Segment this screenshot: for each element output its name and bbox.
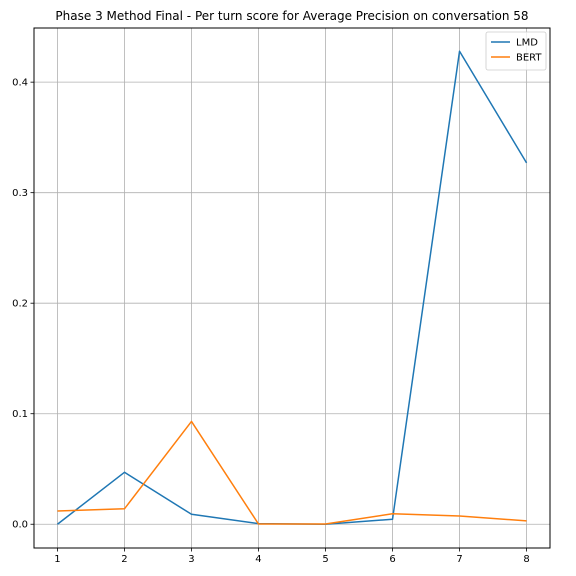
y-tick-label: 0.4 <box>12 78 28 89</box>
series-line-lmd <box>56 50 528 525</box>
x-tick-label: 2 <box>121 554 127 565</box>
legend-label: BERT <box>516 53 542 64</box>
y-tick-label: 0.2 <box>12 299 28 310</box>
chart-title: Phase 3 Method Final - Per turn score fo… <box>55 9 528 23</box>
x-tick-label: 7 <box>456 554 462 565</box>
x-tick-label: 1 <box>54 554 60 565</box>
x-axis-ticks: 1 2 3 4 5 6 7 8 <box>54 548 530 565</box>
y-axis-ticks: 0.0 0.1 0.2 0.3 0.4 <box>12 78 34 531</box>
y-tick-label: 0.3 <box>12 188 28 199</box>
x-tick-label: 8 <box>523 554 529 565</box>
legend-label: LMD <box>516 38 538 49</box>
x-tick-label: 3 <box>188 554 194 565</box>
y-tick-label: 0.1 <box>12 409 28 420</box>
plot-frame <box>33 27 551 549</box>
x-tick-label: 6 <box>389 554 395 565</box>
legend: LMD BERT <box>485 31 547 71</box>
x-tick-label: 4 <box>255 554 261 565</box>
series-line-bert <box>57 420 527 525</box>
y-tick-label: 0.0 <box>12 520 28 531</box>
grid-lines <box>34 28 550 548</box>
series-lines <box>56 50 528 525</box>
x-tick-label: 5 <box>322 554 328 565</box>
